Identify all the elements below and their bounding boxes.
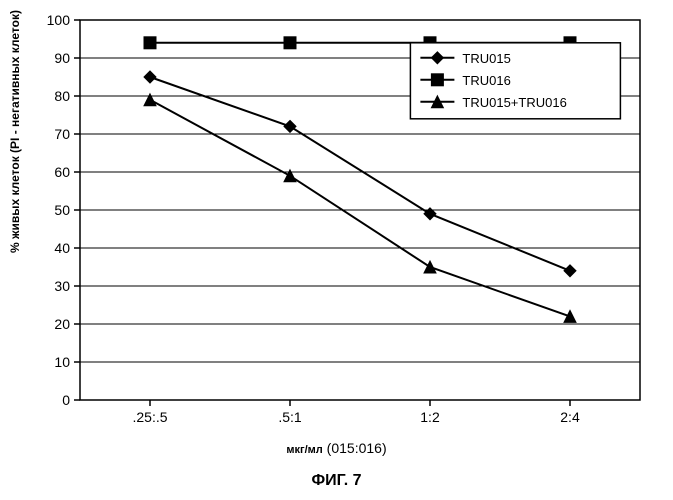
y-tick-label: 60	[54, 164, 70, 180]
figure-caption: ФИГ. 7	[0, 472, 673, 490]
x-tick-label: 1:2	[420, 409, 440, 425]
y-axis-label: % живых клеток (PI - негативных клеток)	[8, 10, 22, 253]
line-chart: 0 10 20 30 40 50 60 70 80 90 100 .25:.5 .5:1 1:2 2:4 TR…	[0, 0, 673, 500]
legend-label: TRU015	[462, 51, 510, 66]
y-tick-label: 80	[54, 88, 70, 104]
square-marker	[284, 37, 296, 49]
y-tick-label: 100	[47, 12, 71, 28]
x-axis-label: мкг/мл (015:016)	[0, 440, 673, 458]
y-tick-label: 70	[54, 126, 70, 142]
square-marker	[431, 74, 443, 86]
y-tick-label: 40	[54, 240, 70, 256]
legend-label: TRU016	[462, 73, 510, 88]
x-axis-label-units: мкг/мл	[286, 444, 322, 456]
x-tick-label: 2:4	[560, 409, 580, 425]
x-axis-label-ratio: (015:016)	[323, 440, 387, 456]
y-tick-label: 20	[54, 316, 70, 332]
y-tick-label: 0	[62, 392, 70, 408]
x-tick-label: .5:1	[278, 409, 302, 425]
y-tick-label: 10	[54, 354, 70, 370]
square-marker	[144, 37, 156, 49]
x-tick-label: .25:.5	[132, 409, 167, 425]
figure-7: 0 10 20 30 40 50 60 70 80 90 100 .25:.5 .5:1 1:2 2:4 TR…	[0, 0, 673, 500]
legend-label: TRU015+TRU016	[462, 95, 566, 110]
y-tick-label: 90	[54, 50, 70, 66]
y-tick-label: 50	[54, 202, 70, 218]
y-tick-label: 30	[54, 278, 70, 294]
